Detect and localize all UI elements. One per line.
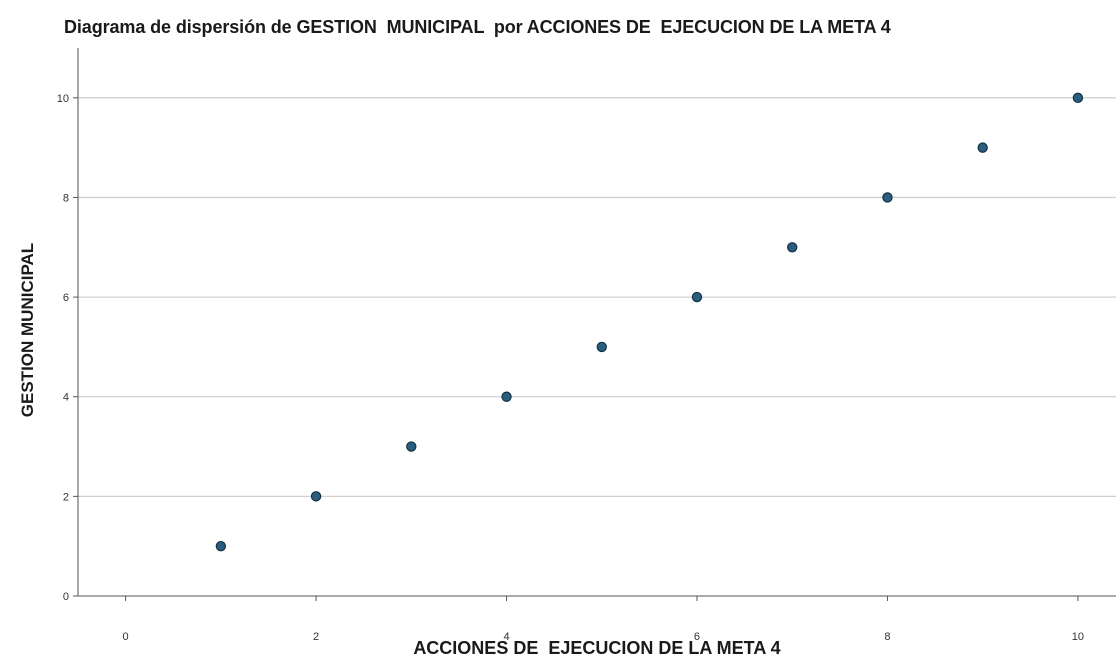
data-points bbox=[215, 92, 1084, 552]
axes bbox=[73, 48, 1116, 601]
y-tick-label-10: 10 bbox=[57, 93, 69, 105]
y-tick-label-6: 6 bbox=[63, 292, 69, 304]
y-tick-label-0: 0 bbox=[63, 591, 69, 603]
x-tick-label-10: 10 bbox=[1072, 631, 1084, 643]
y-tick-label-8: 8 bbox=[63, 192, 69, 204]
data-point bbox=[977, 142, 988, 153]
data-point bbox=[215, 540, 227, 552]
y-tick-labels: 0 2 4 6 8 10 bbox=[57, 93, 69, 603]
x-tick-label-6: 6 bbox=[694, 631, 700, 643]
data-point bbox=[406, 441, 417, 452]
y-tick-label-2: 2 bbox=[63, 491, 69, 503]
data-point bbox=[596, 341, 607, 353]
x-tick-label-8: 8 bbox=[884, 631, 890, 643]
chart-title: Diagrama de dispersión de GESTION MUNICI… bbox=[64, 17, 891, 37]
x-tick-label-2: 2 bbox=[313, 631, 319, 643]
x-tick-labels: 0 2 4 6 8 10 bbox=[123, 631, 1084, 643]
y-tick-label-4: 4 bbox=[63, 392, 69, 404]
data-point bbox=[501, 391, 512, 402]
data-point bbox=[787, 242, 798, 253]
data-point bbox=[310, 491, 322, 502]
gridlines bbox=[78, 97, 1116, 498]
data-point bbox=[882, 192, 893, 203]
data-point bbox=[1072, 92, 1084, 104]
data-point bbox=[691, 291, 703, 303]
x-tick-label-0: 0 bbox=[123, 631, 129, 643]
x-axis-label: ACCIONES DE EJECUCION DE LA META 4 bbox=[413, 638, 781, 658]
x-tick-label-4: 4 bbox=[503, 631, 509, 643]
